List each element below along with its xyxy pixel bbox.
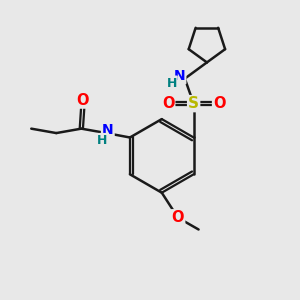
Text: N: N xyxy=(102,123,114,137)
Text: S: S xyxy=(188,96,199,111)
Text: O: O xyxy=(172,210,184,225)
Text: N: N xyxy=(174,69,185,83)
Text: O: O xyxy=(162,96,174,111)
Text: H: H xyxy=(167,76,177,89)
Text: O: O xyxy=(213,96,226,111)
Text: O: O xyxy=(76,93,89,108)
Text: H: H xyxy=(97,134,107,147)
